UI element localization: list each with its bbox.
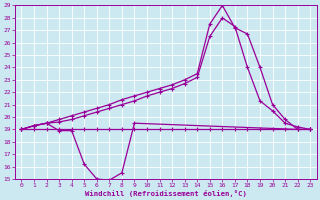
X-axis label: Windchill (Refroidissement éolien,°C): Windchill (Refroidissement éolien,°C)	[85, 190, 247, 197]
